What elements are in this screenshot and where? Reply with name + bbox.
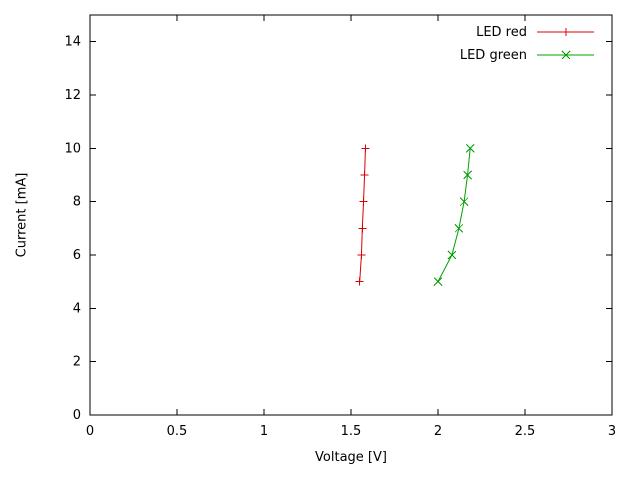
y-tick-label: 6 bbox=[73, 248, 81, 263]
x-marker-icon bbox=[463, 170, 472, 180]
x-tick-label: 1.5 bbox=[341, 424, 362, 439]
x-marker-icon bbox=[465, 143, 475, 153]
x-tick-label: 0.5 bbox=[167, 424, 188, 439]
x-marker-icon bbox=[561, 50, 571, 60]
x-marker-icon bbox=[459, 197, 469, 207]
x-marker-icon bbox=[447, 250, 457, 260]
series-line-plus bbox=[359, 148, 366, 282]
plot-border bbox=[89, 14, 613, 416]
y-tick-label: 8 bbox=[73, 195, 81, 210]
y-tick-label: 4 bbox=[73, 301, 81, 316]
y-tick-label: 2 bbox=[73, 355, 81, 370]
x-marker-icon bbox=[433, 277, 443, 287]
x-tick-label: 0 bbox=[86, 424, 94, 439]
x-tick-label: 2 bbox=[434, 424, 442, 439]
legend-label: LED green bbox=[460, 48, 527, 63]
x-marker-icon bbox=[454, 223, 464, 233]
y-tick-label: 10 bbox=[64, 141, 81, 156]
x-tick-label: 2.5 bbox=[515, 424, 536, 439]
y-tick-label: 12 bbox=[64, 88, 81, 103]
x-tick-label: 1 bbox=[260, 424, 268, 439]
series-line-x bbox=[437, 148, 471, 282]
x-axis-label: Voltage [V] bbox=[315, 450, 387, 465]
y-tick-label: 14 bbox=[64, 35, 81, 50]
x-tick-label: 3 bbox=[608, 424, 616, 439]
y-tick-label: 0 bbox=[73, 408, 81, 423]
legend-label: LED red bbox=[476, 25, 527, 40]
y-axis-label: Current [mA] bbox=[14, 172, 30, 258]
